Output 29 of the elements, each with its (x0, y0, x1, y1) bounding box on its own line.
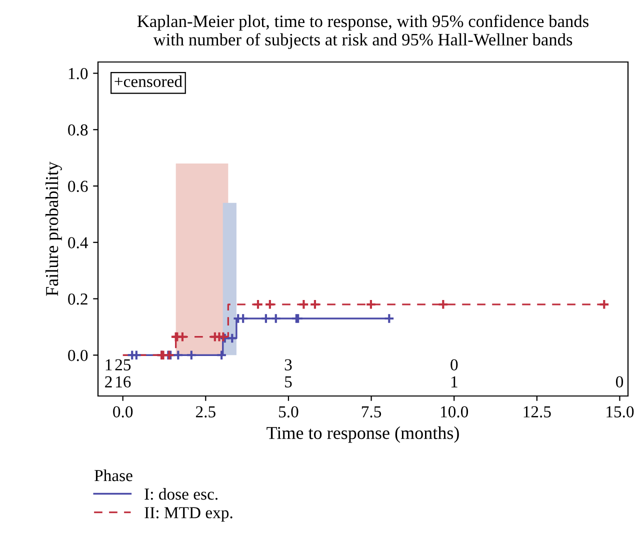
x-axis-title: Time to response (months) (266, 426, 459, 443)
annotation: 0 (616, 376, 624, 388)
annotation: 16 (116, 376, 131, 388)
chart-title: Kaplan-Meier plot, time to response, with 95% confidence bands with number of subjects at risk and 95% Hall-Wellner bands (137, 14, 588, 50)
annotation: 1 (451, 376, 458, 388)
x-tick-label: 2.5 (196, 406, 216, 418)
y-tick-label: 0.6 (68, 180, 88, 192)
annotation: +censored (114, 75, 182, 88)
legend-label: II: MTD exp. (144, 507, 232, 522)
x-tick-label: 5.0 (279, 406, 298, 418)
x-tick-label: 7.5 (362, 406, 382, 418)
annotation: 25 (115, 359, 131, 370)
y-tick-label: 0.4 (68, 237, 88, 248)
y-tick-label: 0.2 (68, 293, 88, 305)
legend-label: I: dose esc. (144, 488, 218, 500)
x-tick-label: 10.0 (440, 406, 468, 418)
annotation: 2 (105, 376, 112, 388)
y-tick-label: 0.8 (68, 124, 88, 136)
y-tick-label: 0.0 (68, 350, 88, 362)
y-tick-label: 1.0 (68, 68, 88, 80)
legend-title: Phase (94, 469, 132, 482)
x-tick-label: 15.0 (606, 406, 634, 418)
annotation: 3 (284, 359, 292, 370)
annotation: 0 (450, 359, 458, 370)
x-tick-label: 0.0 (113, 406, 133, 418)
annotation: 5 (285, 376, 292, 388)
y-axis-title: Failure probability (45, 162, 62, 296)
x-tick-label: 12.5 (524, 406, 551, 418)
annotation: 1 (106, 359, 112, 370)
